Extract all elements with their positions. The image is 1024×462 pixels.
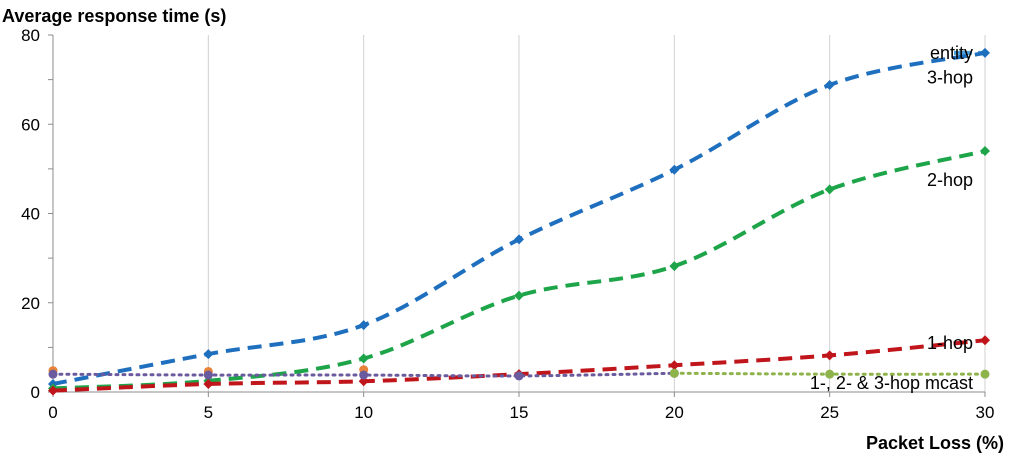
series-label: entity — [930, 43, 973, 63]
data-point — [824, 184, 835, 195]
data-point — [203, 349, 214, 360]
series-label: 1-, 2- & 3-hop mcast — [810, 373, 973, 393]
y-tick-label: 60 — [21, 115, 40, 134]
data-point — [669, 360, 680, 371]
x-tick-label: 30 — [976, 403, 995, 422]
series-label: 3-hop — [927, 67, 973, 87]
x-tick-label: 0 — [48, 403, 57, 422]
series-layer — [48, 47, 990, 396]
series-3-hop — [48, 47, 990, 389]
y-axis-title: Average response time (s) — [2, 6, 226, 26]
data-point — [825, 369, 835, 379]
data-point — [203, 370, 213, 380]
x-tick-label: 25 — [820, 403, 839, 422]
x-tick-label: 15 — [510, 403, 529, 422]
series-label: 2-hop — [927, 170, 973, 190]
y-tick-label: 0 — [31, 383, 40, 402]
series-labels: entity 3-hop 2-hop 1-hop 1-, 2- & 3-hop mcas… — [810, 43, 973, 393]
x-axis-title: Packet Loss (%) — [866, 433, 1004, 453]
data-point — [980, 47, 990, 58]
y-tick-label: 40 — [21, 205, 40, 224]
y-tick-label: 20 — [21, 294, 40, 313]
axes — [48, 34, 986, 397]
y-tick-label: 80 — [21, 26, 40, 45]
data-point — [669, 261, 680, 272]
tick-labels: 0 20 40 60 80 0 5 10 15 20 25 30 — [21, 26, 994, 422]
data-point — [514, 234, 524, 245]
data-point — [514, 371, 524, 381]
data-point — [980, 369, 990, 379]
x-tick-label: 5 — [204, 403, 213, 422]
data-point — [980, 146, 990, 157]
data-point — [48, 369, 58, 379]
data-point — [358, 320, 369, 331]
x-tick-label: 20 — [665, 403, 684, 422]
data-point — [824, 79, 835, 90]
data-point — [203, 378, 214, 389]
series-label: 1-hop — [927, 333, 973, 353]
data-point — [48, 385, 58, 396]
x-tick-label: 10 — [354, 403, 373, 422]
data-point — [669, 368, 679, 378]
data-point — [514, 290, 524, 301]
series-1-2-3-hop-mcast — [669, 368, 990, 379]
data-point — [824, 350, 835, 361]
data-point — [359, 370, 369, 380]
data-point — [358, 353, 369, 364]
data-point — [669, 164, 680, 175]
grid-lines — [207, 35, 986, 392]
data-point — [980, 335, 990, 346]
data-point — [358, 376, 369, 387]
